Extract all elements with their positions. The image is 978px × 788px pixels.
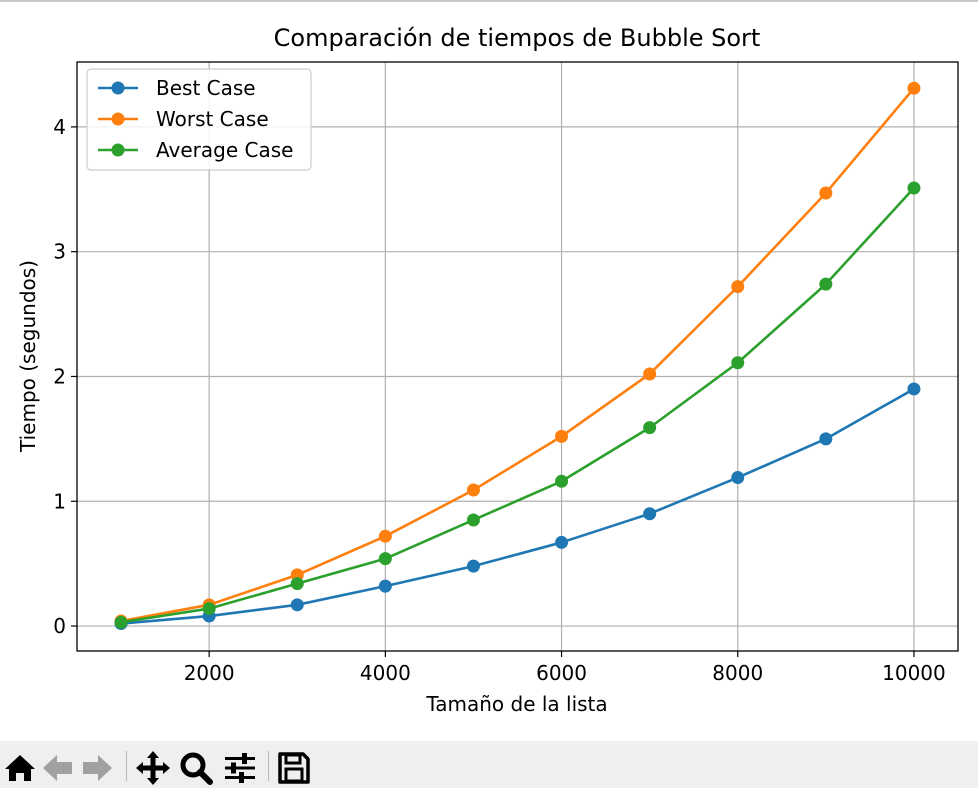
x-axis-label: Tamaño de la lista <box>425 692 607 716</box>
series-average-case <box>114 181 921 629</box>
data-point-worst-case <box>466 483 480 497</box>
sliders-icon <box>225 753 255 783</box>
x-tick-label: 4000 <box>360 661 411 685</box>
data-point-average-case <box>731 356 745 370</box>
data-point-best-case <box>819 432 833 446</box>
series <box>114 81 921 631</box>
series-line-best-case <box>120 387 915 625</box>
data-point-best-case <box>290 598 304 612</box>
y-tick-label: 2 <box>53 364 66 388</box>
data-point-best-case <box>731 471 745 485</box>
data-point-worst-case <box>643 367 657 381</box>
data-point-best-case <box>555 535 569 549</box>
magnifier-icon <box>180 752 213 785</box>
arrow-right-icon <box>83 755 112 781</box>
data-point-average-case <box>290 577 304 591</box>
y-tick-label: 1 <box>53 489 66 513</box>
y-tick-label: 0 <box>53 614 66 638</box>
data-point-average-case <box>643 421 657 435</box>
data-point-worst-case <box>907 81 921 95</box>
arrow-left-icon <box>43 755 72 781</box>
chart-title: Comparación de tiempos de Bubble Sort <box>274 24 761 52</box>
data-point-worst-case <box>819 186 833 200</box>
data-point-average-case <box>907 181 921 195</box>
series-line-worst-case <box>120 87 915 623</box>
data-point-average-case <box>466 513 480 527</box>
save-button[interactable] <box>276 750 312 786</box>
legend-swatch-marker <box>111 112 125 126</box>
series-best-case <box>114 382 921 631</box>
x-tick-label: 6000 <box>536 661 587 685</box>
zoom-button[interactable] <box>178 750 214 786</box>
legend-label: Average Case <box>156 138 293 162</box>
configure-subplots-button[interactable] <box>222 750 258 786</box>
legend-swatch-marker <box>111 143 125 157</box>
data-point-average-case <box>378 552 392 566</box>
navigation-toolbar <box>0 741 978 788</box>
chart: 2000 4000 6000 8000 10000 0 1 2 3 4 Best Case Wors… <box>16 24 959 716</box>
y-tick-label: 4 <box>53 115 66 139</box>
data-point-worst-case <box>378 529 392 543</box>
axes-ticks: 2000 4000 6000 8000 10000 0 1 2 3 4 <box>53 115 945 685</box>
data-point-average-case <box>819 277 833 291</box>
data-point-average-case <box>114 615 128 629</box>
legend: Best Case Worst Case Average Case <box>86 68 312 171</box>
y-tick-label: 3 <box>53 240 66 264</box>
data-point-average-case <box>202 602 216 616</box>
data-point-worst-case <box>731 280 745 294</box>
move-arrows-icon <box>136 751 170 785</box>
back-button[interactable] <box>40 750 76 786</box>
data-point-best-case <box>466 559 480 573</box>
data-point-best-case <box>643 507 657 521</box>
toolbar-separator <box>268 751 269 781</box>
home-button[interactable] <box>2 750 38 786</box>
forward-button[interactable] <box>79 750 115 786</box>
y-axis-label: Tiempo (segundos) <box>16 260 40 453</box>
data-point-best-case <box>907 382 921 396</box>
legend-box <box>86 68 312 171</box>
data-point-average-case <box>555 474 569 488</box>
series-line-average-case <box>120 187 915 624</box>
home-icon <box>5 755 35 781</box>
legend-label: Best Case <box>156 76 256 100</box>
x-tick-label: 10000 <box>882 661 946 685</box>
legend-swatch-marker <box>111 81 125 95</box>
plot-area <box>76 61 959 652</box>
pan-button[interactable] <box>135 750 171 786</box>
window-top-border <box>0 0 978 2</box>
legend-label: Worst Case <box>156 107 269 131</box>
floppy-disk-icon <box>278 752 310 784</box>
data-point-worst-case <box>555 429 569 443</box>
x-tick-label: 2000 <box>184 661 235 685</box>
toolbar-separator <box>126 751 127 781</box>
x-tick-label: 8000 <box>712 661 763 685</box>
data-point-best-case <box>378 579 392 593</box>
